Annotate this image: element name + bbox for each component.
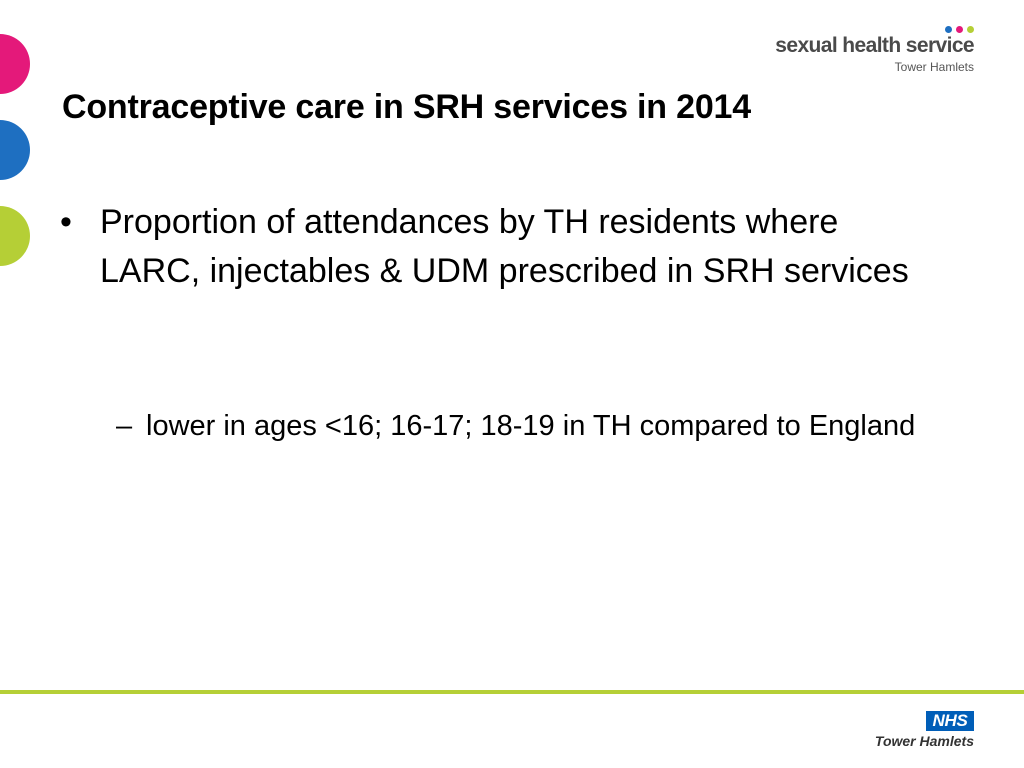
sub-bullet-item: – lower in ages <16; 16-17; 18-19 in TH … <box>116 406 946 446</box>
nhs-logo: NHS Tower Hamlets <box>854 711 974 751</box>
bullet-item: • Proportion of attendances by TH reside… <box>60 198 940 296</box>
nhs-subtitle: Tower Hamlets <box>874 733 974 749</box>
sub-bullet-text: lower in ages <16; 16-17; 18-19 in TH co… <box>146 410 916 442</box>
sub-bullet-marker: – <box>116 410 133 442</box>
logo-dot-pink <box>956 26 963 33</box>
blue-circle-decoration <box>0 120 30 180</box>
slide-title: Contraceptive care in SRH services in 20… <box>62 88 751 126</box>
footer-divider <box>0 690 1024 694</box>
sexual-health-service-logo: sexual health service Tower Hamlets <box>744 26 975 82</box>
logo-dot-blue <box>945 26 952 33</box>
logo-dots-icon <box>945 26 974 33</box>
logo-dot-green <box>967 26 974 33</box>
bullet-marker: • <box>60 203 72 241</box>
logo-subtitle: Tower Hamlets <box>894 60 974 74</box>
bullet-text: Proportion of attendances by TH resident… <box>100 203 909 290</box>
nhs-badge: NHS <box>926 711 974 731</box>
pink-circle-decoration <box>0 34 30 94</box>
green-circle-decoration <box>0 206 30 266</box>
logo-text: sexual health service <box>775 34 974 57</box>
